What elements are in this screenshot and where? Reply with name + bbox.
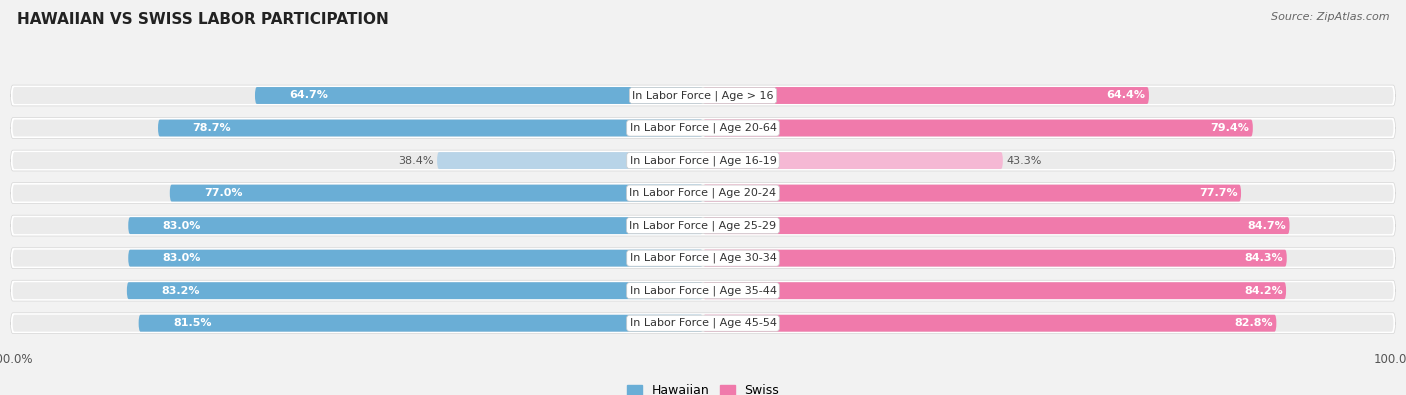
FancyBboxPatch shape xyxy=(170,184,703,201)
Text: 64.4%: 64.4% xyxy=(1107,90,1146,100)
Text: In Labor Force | Age 20-64: In Labor Force | Age 20-64 xyxy=(630,123,776,133)
FancyBboxPatch shape xyxy=(13,152,703,169)
FancyBboxPatch shape xyxy=(10,182,1396,203)
FancyBboxPatch shape xyxy=(703,282,1286,299)
FancyBboxPatch shape xyxy=(703,87,1149,104)
Text: In Labor Force | Age 20-24: In Labor Force | Age 20-24 xyxy=(630,188,776,198)
Text: Source: ZipAtlas.com: Source: ZipAtlas.com xyxy=(1271,12,1389,22)
FancyBboxPatch shape xyxy=(703,217,1393,234)
Text: 81.5%: 81.5% xyxy=(173,318,212,328)
FancyBboxPatch shape xyxy=(703,217,1289,234)
Text: 82.8%: 82.8% xyxy=(1234,318,1272,328)
FancyBboxPatch shape xyxy=(128,217,703,234)
FancyBboxPatch shape xyxy=(703,87,1393,104)
FancyBboxPatch shape xyxy=(157,120,703,137)
Text: 84.2%: 84.2% xyxy=(1244,286,1282,296)
FancyBboxPatch shape xyxy=(10,248,1396,269)
Text: In Labor Force | Age > 16: In Labor Force | Age > 16 xyxy=(633,90,773,101)
FancyBboxPatch shape xyxy=(10,215,1396,236)
FancyBboxPatch shape xyxy=(703,184,1393,201)
Text: 84.3%: 84.3% xyxy=(1244,253,1284,263)
FancyBboxPatch shape xyxy=(703,315,1277,332)
Text: HAWAIIAN VS SWISS LABOR PARTICIPATION: HAWAIIAN VS SWISS LABOR PARTICIPATION xyxy=(17,12,388,27)
FancyBboxPatch shape xyxy=(703,120,1253,137)
FancyBboxPatch shape xyxy=(13,250,703,267)
Text: In Labor Force | Age 25-29: In Labor Force | Age 25-29 xyxy=(630,220,776,231)
Text: 79.4%: 79.4% xyxy=(1211,123,1250,133)
FancyBboxPatch shape xyxy=(13,217,703,234)
Text: 83.0%: 83.0% xyxy=(163,253,201,263)
FancyBboxPatch shape xyxy=(13,184,703,201)
FancyBboxPatch shape xyxy=(13,315,703,332)
FancyBboxPatch shape xyxy=(127,282,703,299)
Text: In Labor Force | Age 16-19: In Labor Force | Age 16-19 xyxy=(630,155,776,166)
FancyBboxPatch shape xyxy=(703,152,1393,169)
FancyBboxPatch shape xyxy=(10,313,1396,334)
FancyBboxPatch shape xyxy=(703,315,1393,332)
Text: 77.7%: 77.7% xyxy=(1199,188,1237,198)
Text: 83.0%: 83.0% xyxy=(163,221,201,231)
FancyBboxPatch shape xyxy=(703,152,1002,169)
FancyBboxPatch shape xyxy=(139,315,703,332)
FancyBboxPatch shape xyxy=(10,150,1396,171)
Text: 84.7%: 84.7% xyxy=(1247,221,1286,231)
FancyBboxPatch shape xyxy=(10,280,1396,301)
FancyBboxPatch shape xyxy=(13,282,703,299)
FancyBboxPatch shape xyxy=(703,184,1241,201)
Text: In Labor Force | Age 45-54: In Labor Force | Age 45-54 xyxy=(630,318,776,329)
FancyBboxPatch shape xyxy=(13,87,703,104)
Text: 64.7%: 64.7% xyxy=(290,90,329,100)
Text: 78.7%: 78.7% xyxy=(193,123,231,133)
FancyBboxPatch shape xyxy=(10,85,1396,106)
Text: 43.3%: 43.3% xyxy=(1007,156,1042,166)
FancyBboxPatch shape xyxy=(703,250,1393,267)
Text: In Labor Force | Age 35-44: In Labor Force | Age 35-44 xyxy=(630,286,776,296)
FancyBboxPatch shape xyxy=(437,152,703,169)
FancyBboxPatch shape xyxy=(703,250,1286,267)
FancyBboxPatch shape xyxy=(703,282,1393,299)
Text: 38.4%: 38.4% xyxy=(398,156,433,166)
FancyBboxPatch shape xyxy=(13,120,703,137)
Text: 77.0%: 77.0% xyxy=(204,188,243,198)
FancyBboxPatch shape xyxy=(254,87,703,104)
Legend: Hawaiian, Swiss: Hawaiian, Swiss xyxy=(621,379,785,395)
Text: In Labor Force | Age 30-34: In Labor Force | Age 30-34 xyxy=(630,253,776,263)
Text: 83.2%: 83.2% xyxy=(162,286,200,296)
FancyBboxPatch shape xyxy=(128,250,703,267)
FancyBboxPatch shape xyxy=(703,120,1393,137)
FancyBboxPatch shape xyxy=(10,118,1396,138)
